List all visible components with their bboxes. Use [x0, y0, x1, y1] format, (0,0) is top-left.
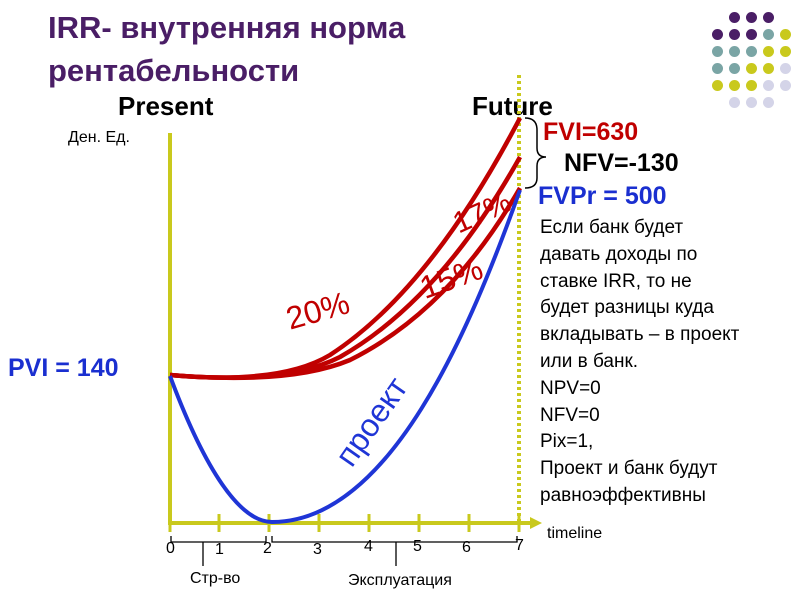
- pvi-value: PVI = 140: [8, 354, 119, 382]
- curve-rate-20: [169, 116, 522, 380]
- operation-bracket: [271, 536, 518, 543]
- timeline-tick-3: 3: [313, 541, 322, 558]
- decorative-dot: [729, 97, 740, 108]
- decorative-dot: [729, 46, 740, 57]
- decorative-dot: [746, 46, 757, 57]
- nfv-brace: [524, 117, 547, 189]
- decorative-dot: [746, 63, 757, 74]
- decorative-dot: [763, 29, 774, 40]
- construction-bracket: [170, 536, 267, 543]
- decorative-dot: [780, 63, 791, 74]
- note-line: NPV=0: [540, 377, 601, 399]
- timeline-tick-1: 1: [215, 541, 224, 558]
- decorative-dot: [780, 80, 791, 91]
- note-line: ставке IRR, то не: [540, 270, 692, 292]
- future-label: Future: [472, 91, 553, 121]
- note-line: или в банк.: [540, 350, 639, 372]
- fvi-value: FVI=630: [543, 118, 639, 146]
- decorative-dot: [780, 29, 791, 40]
- decorative-dot: [746, 80, 757, 91]
- y-axis-unit-label: Ден. Ед.: [68, 129, 130, 146]
- decorative-dot: [763, 46, 774, 57]
- decorative-dot: [729, 63, 740, 74]
- decorative-dot: [763, 80, 774, 91]
- note-line: равноэффективны: [540, 484, 706, 506]
- note-line: Pix=1,: [540, 431, 594, 453]
- timeline-tick-7: 7: [515, 537, 524, 554]
- note-line: NFV=0: [540, 404, 600, 426]
- explanation-note: Если банк будет давать доходы по ставке IR…: [540, 215, 795, 510]
- decorative-dot: [763, 63, 774, 74]
- decorative-dot: [712, 63, 723, 74]
- decorative-dot: [746, 97, 757, 108]
- decorative-dot: [729, 12, 740, 23]
- decorative-dot: [746, 29, 757, 40]
- decorative-dot: [763, 97, 774, 108]
- timeline-arrowhead: [530, 517, 542, 529]
- operation-phase-label: Эксплуатация: [348, 572, 452, 589]
- decorative-dot: [780, 46, 791, 57]
- decorative-dot: [712, 29, 723, 40]
- present-label: Present: [118, 91, 214, 121]
- decorative-dot: [763, 12, 774, 23]
- timeline-tick-6: 6: [462, 539, 471, 556]
- construction-phase-label: Стр-во: [190, 570, 241, 587]
- note-line: вкладывать – в проект: [540, 324, 740, 346]
- curve-rate-15: [169, 186, 522, 381]
- curve-project: [168, 189, 522, 525]
- decorative-dot: [729, 29, 740, 40]
- page-title-line-2: рентабельности: [48, 53, 300, 88]
- page-title-line-1: IRR- внутренняя норма: [48, 10, 406, 45]
- timeline-label: timeline: [547, 525, 603, 542]
- decorative-dot: [746, 12, 757, 23]
- note-line: будет разницы куда: [540, 297, 714, 319]
- decorative-dot: [712, 80, 723, 91]
- timeline-tick-4: 4: [364, 538, 373, 555]
- timeline-tick-5: 5: [413, 538, 422, 555]
- note-line: давать доходы по: [540, 243, 698, 265]
- decorative-dot: [712, 46, 723, 57]
- timeline-tick-0: 0: [166, 540, 175, 557]
- note-line: Проект и банк будут: [540, 458, 718, 480]
- fvpr-value: FVPr = 500: [538, 182, 667, 210]
- note-line: Если банк будет: [540, 217, 684, 238]
- decorative-dot: [729, 80, 740, 91]
- timeline-tick-2: 2: [263, 540, 272, 557]
- nfv-value: NFV=-130: [564, 149, 679, 177]
